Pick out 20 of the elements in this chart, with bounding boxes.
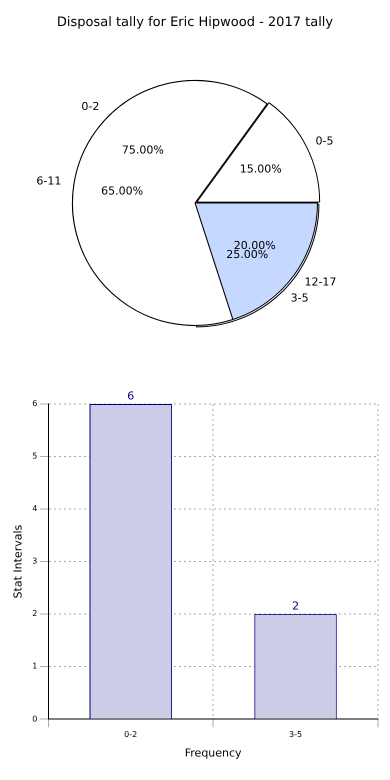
y-tick-label: 6 [32,399,38,408]
data-label: 2 [292,599,300,612]
slice-label: 6-11 [36,174,62,188]
y-tick-label: 3 [32,556,38,566]
y-axis-title: Stat Intervals [11,524,24,598]
y-tick-label: 5 [32,452,38,461]
data-label: 65.00% [101,184,144,198]
y-tick-label: 4 [32,504,38,514]
y-tick-label: 2 [32,609,38,618]
x-axis-title: Frequency [184,746,242,760]
slice-label: 0-5 [316,134,334,148]
data-label: 15.00% [240,162,282,176]
data-label: 6 [127,389,134,402]
y-tick-label: 0 [32,714,38,724]
chart-title: Disposal tally for Eric Hipwood - 2017 tally [56,14,334,32]
y-tick-label: 1 [32,662,38,671]
slice-label: 12-17 [304,275,336,288]
slice-label: 3-5 [290,292,309,305]
data-label: 75.00% [122,144,164,157]
slice-label: 0-2 [81,100,100,114]
